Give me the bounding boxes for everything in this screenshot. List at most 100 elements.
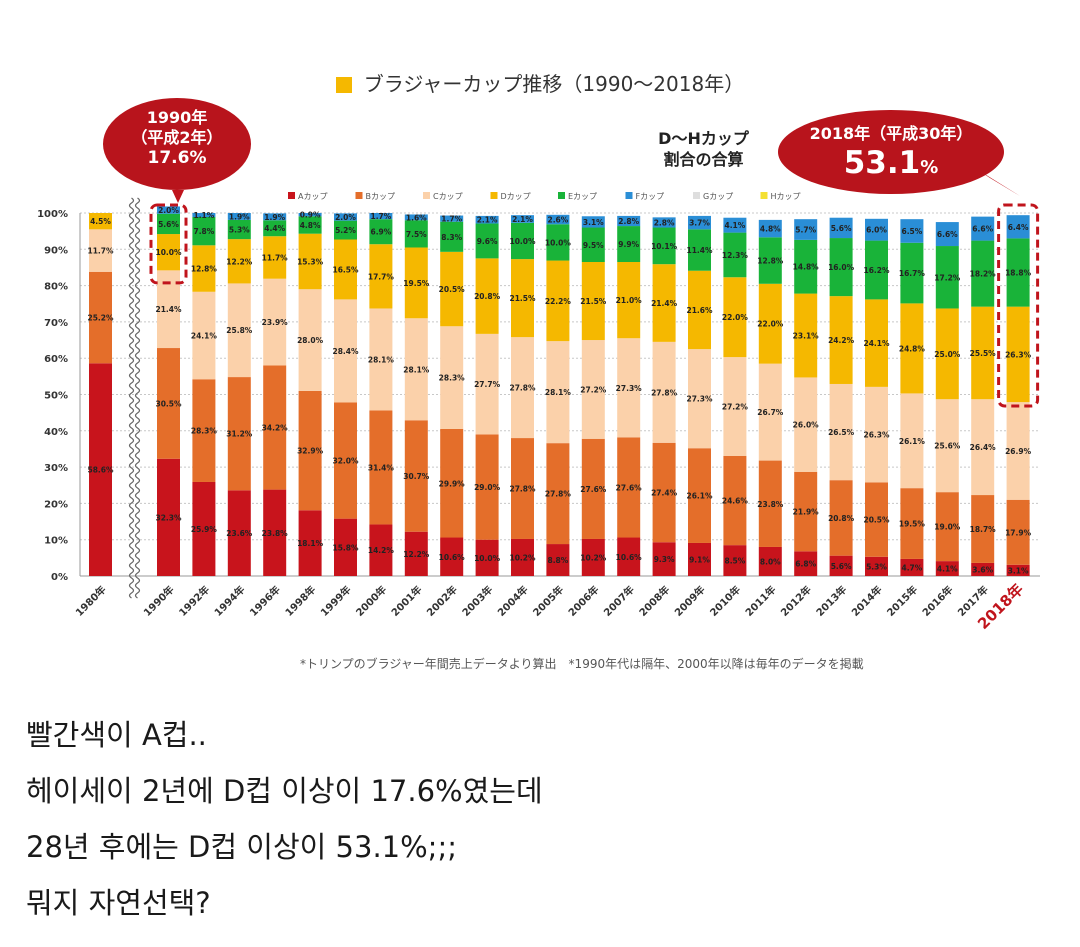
- bar-segment: [369, 410, 393, 525]
- data-label: 27.8%: [545, 490, 572, 499]
- x-tick-label: 2004年: [495, 583, 531, 619]
- data-label: 10.0%: [509, 237, 536, 246]
- data-label: 6.0%: [866, 226, 887, 235]
- data-label: 18.1%: [297, 539, 324, 548]
- highlight-box-1990: [149, 203, 188, 285]
- caption-line-2: 헤이세이 2년에 D컵 이상이 17.6%였는데: [26, 774, 543, 808]
- bar-segment: [829, 238, 853, 297]
- bar-segment: [829, 555, 853, 576]
- bar-segment: [227, 283, 251, 378]
- x-tick-label: 2001年: [388, 583, 424, 619]
- dh-total-line1: D〜Hカップ: [658, 129, 749, 148]
- bar-segment: [865, 482, 888, 557]
- bar-segment: [440, 215, 464, 222]
- bar-segment: [794, 219, 818, 240]
- bar-segment: [581, 340, 605, 439]
- bar-segment: [475, 434, 499, 540]
- bar-segment: [794, 471, 818, 552]
- bar-segment: [263, 489, 287, 576]
- data-label: 3.6%: [972, 565, 993, 574]
- data-label: 22.0%: [757, 320, 784, 329]
- data-label: 27.6%: [616, 483, 643, 492]
- data-label: 4.5%: [90, 217, 111, 226]
- data-label: 14.8%: [793, 263, 820, 272]
- bar-segment: [688, 270, 711, 350]
- bubble-2018-unit: %: [920, 157, 939, 178]
- data-label: 28.0%: [297, 336, 324, 345]
- data-label: 3.1%: [1008, 566, 1029, 575]
- bubble-2018-value: 53.1: [843, 145, 921, 181]
- data-label: 21.5%: [580, 297, 607, 306]
- bar-segment: [688, 542, 711, 576]
- legend-swatch: [760, 192, 768, 199]
- data-label: 21.4%: [651, 299, 678, 308]
- bubble-1990-value: 17.6: [147, 148, 190, 168]
- data-label: 8.5%: [724, 557, 745, 566]
- x-tick-label: 2002年: [424, 583, 460, 619]
- data-label: 27.8%: [509, 384, 536, 393]
- bar-segment: [475, 333, 499, 435]
- bar-segment: [475, 258, 499, 334]
- data-label: 12.2%: [226, 257, 253, 266]
- bar-segment: [369, 524, 393, 576]
- axis-break-mark: [128, 197, 135, 599]
- data-label: 21.5%: [509, 294, 536, 303]
- data-label: 2.1%: [477, 216, 498, 225]
- bubble-1990-pointer: [172, 190, 184, 203]
- bar-segment: [227, 490, 251, 576]
- data-label: 27.8%: [509, 485, 536, 494]
- bar-segment: [1006, 215, 1030, 239]
- bar-segment: [758, 363, 782, 461]
- bar-segment: [511, 215, 534, 223]
- x-tick-label: 2011年: [742, 583, 778, 619]
- legend-label: Eカップ: [568, 192, 597, 201]
- bar-segment: [334, 402, 357, 519]
- legend-swatch: [558, 192, 565, 199]
- bar-segment: [157, 348, 180, 459]
- data-label: 7.5%: [406, 230, 427, 239]
- data-label: 34.2%: [262, 424, 289, 433]
- x-tick-label: 2003年: [459, 583, 495, 619]
- bar-segment: [971, 495, 995, 563]
- data-label: 28.1%: [403, 365, 430, 374]
- data-label: 5.2%: [335, 226, 356, 235]
- bar-segment: [758, 460, 782, 547]
- data-label: 5.7%: [795, 226, 816, 235]
- bar-segment: [298, 289, 322, 391]
- bar-segment: [935, 399, 959, 493]
- bar-segment: [652, 442, 676, 543]
- data-label: 1.9%: [264, 213, 285, 222]
- data-label: 5.6%: [831, 562, 852, 571]
- data-label: 23.8%: [262, 529, 289, 538]
- bar-segment: [617, 226, 641, 263]
- bar-segment: [440, 537, 464, 576]
- data-label: 4.1%: [724, 221, 745, 230]
- data-label: 1.1%: [193, 211, 214, 220]
- bar-segment: [440, 251, 464, 327]
- bar-segment: [440, 326, 464, 429]
- data-label: 27.4%: [651, 489, 678, 498]
- bar-segment: [89, 363, 112, 576]
- bubble-1990-unit: %: [189, 148, 207, 168]
- data-label: 58.6%: [87, 466, 114, 475]
- data-label: 8.8%: [547, 556, 568, 565]
- bar-segment: [192, 379, 216, 482]
- data-label: 28.4%: [332, 347, 359, 356]
- bar-segment: [758, 283, 782, 364]
- bar-segment: [1006, 306, 1030, 403]
- bar-segment: [369, 244, 393, 309]
- data-label: 20.5%: [439, 285, 466, 294]
- data-label: 2.0%: [335, 213, 356, 222]
- legend-label: Gカップ: [703, 192, 733, 201]
- data-label: 5.6%: [831, 224, 852, 233]
- y-tick-label: 90%: [44, 245, 68, 256]
- bubble-2018-value-row: 53.1%: [778, 144, 1004, 187]
- data-label: 5.3%: [866, 562, 887, 571]
- data-label: 17.2%: [934, 273, 961, 282]
- data-label: 6.4%: [1008, 223, 1029, 232]
- bar-segment: [723, 545, 747, 576]
- bar-segment: [935, 561, 959, 576]
- data-label: 32.9%: [297, 447, 324, 456]
- bar-segment: [758, 546, 782, 576]
- bar-segment: [546, 224, 570, 261]
